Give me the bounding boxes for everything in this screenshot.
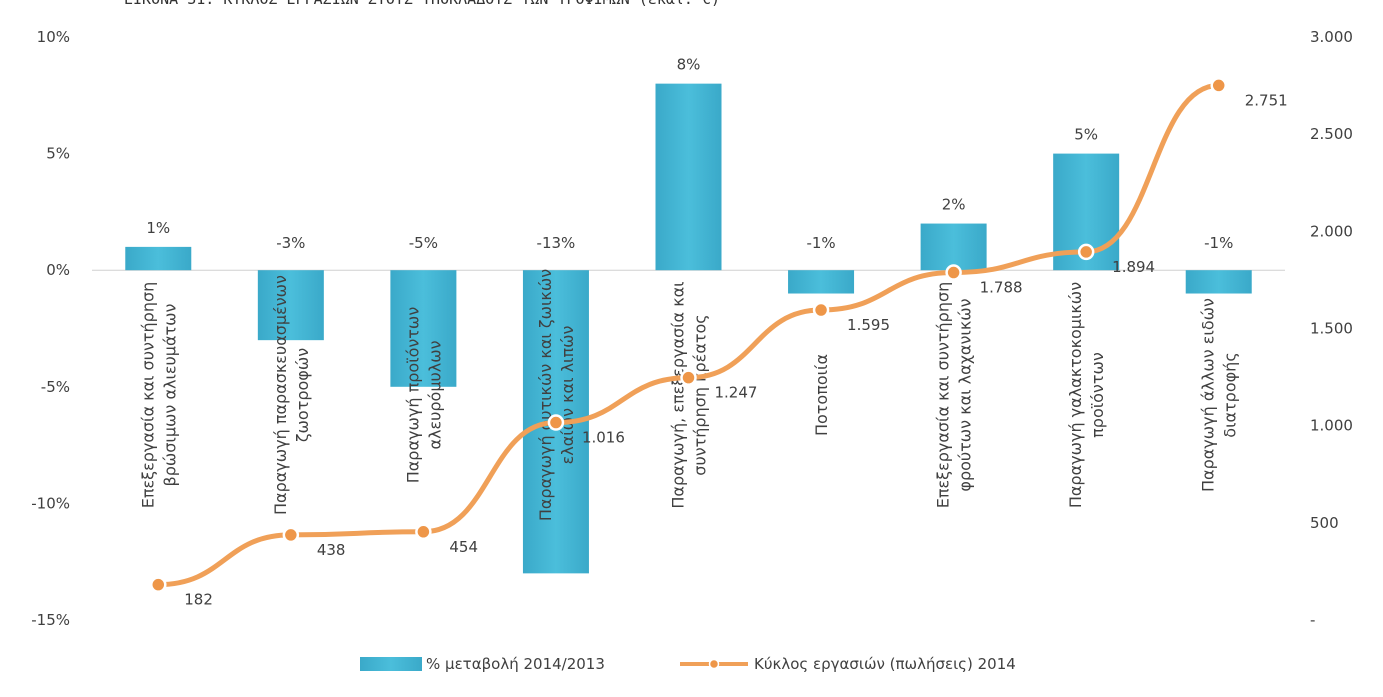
bar-data-label: -5% [409, 234, 438, 252]
line-data-label: 1.788 [980, 279, 1023, 297]
bar-data-label: 1% [146, 219, 170, 237]
category-label: Παραγωγή παρασκευασμένων ζωοτροφών [271, 275, 312, 515]
category-label: Επεξεργασία και συντήρηση βρώσιμων αλιευμ… [138, 282, 179, 508]
category-label-line: διατροφής [1221, 352, 1240, 437]
line-data-label: 1.247 [715, 384, 758, 402]
chart-title: ΕΙΚΟΝΑ 31: ΚΥΚΛΟΣ ΕΡΓΑΣΙΩΝ ΣΤΟΥΣ ΥΠΟΚΛΑΔ… [124, 0, 720, 8]
category-label-line: Παραγωγή φυτικών και ζωικών [536, 269, 555, 521]
bar-data-label: -1% [1204, 234, 1233, 252]
category-label: Παραγωγή, επεξεργασία και συντήρηση κρέατ… [669, 281, 710, 508]
line-data-label: 1.595 [847, 316, 890, 334]
line-marker [547, 414, 565, 431]
line-marker [150, 576, 167, 593]
line-data-label: 1.894 [1112, 258, 1155, 276]
bar [125, 246, 192, 271]
category-label: Παραγωγή φυτικών και ζωικών ελαίων και λι… [536, 269, 577, 521]
category-label-line: ελαίων και λιπών [558, 326, 577, 465]
bar-data-label: -1% [806, 234, 835, 252]
category-label-line: Παραγωγή, επεξεργασία και [669, 281, 688, 508]
bar-data-label: 2% [942, 196, 966, 214]
y-left-tick-label: -15% [31, 611, 70, 629]
bar [257, 270, 324, 341]
y-right-tick-label: 3.000 [1310, 28, 1353, 46]
category-label: Παραγωγή προϊόντων αλευρόμυλων [403, 307, 444, 484]
bar [655, 83, 722, 271]
y-right-tick-label: - [1310, 611, 1315, 629]
category-label-line: ζωοτροφών [293, 348, 312, 442]
category-label: Ποτοποιία [812, 354, 831, 436]
legend-bar-swatch [360, 657, 422, 671]
category-label-line: Παραγωγή γαλακτοκομικών [1066, 282, 1085, 508]
category-label-line: φρούτων και λαχανικών [956, 298, 975, 491]
category-label-line: Ποτοποιία [812, 354, 831, 436]
bar-data-label: 8% [677, 56, 701, 74]
category-label: Παραγωγή γαλακτοκομικών προϊόντων [1066, 282, 1107, 508]
line-data-label: 2.751 [1245, 91, 1288, 109]
series-line [155, 82, 1222, 588]
category-label: Επεξεργασία και συντήρηση φρούτων και λαχ… [934, 282, 975, 508]
line-marker [1210, 77, 1227, 94]
line-marker [680, 369, 697, 386]
line-marker [812, 301, 830, 319]
y-right-tick-label: 2.500 [1310, 125, 1353, 143]
line-marker [1077, 243, 1095, 261]
category-label-line: αλευρόμυλων [425, 340, 444, 449]
bar-data-label: -13% [537, 234, 576, 252]
line-data-label: 1.016 [582, 429, 625, 447]
category-label-line: Παραγωγή παρασκευασμένων [271, 275, 290, 515]
y-right-tick-label: 1.500 [1310, 320, 1353, 338]
line-marker [945, 264, 962, 281]
legend-line-marker [708, 658, 720, 670]
category-label-line: προϊόντων [1088, 352, 1107, 438]
category-label-line: Παραγωγή άλλων ειδών [1199, 298, 1218, 492]
category-label-line: συντήρηση κρέατος [691, 314, 710, 475]
legend-bar-label: % μεταβολή 2014/2013 [426, 655, 605, 673]
legend-line-label: Κύκλος εργασιών (πωλήσεις) 2014 [754, 655, 1016, 673]
y-right-tick-label: 1.000 [1310, 417, 1353, 435]
y-right-tick-label: 500 [1310, 514, 1339, 532]
category-label: Παραγωγή άλλων ειδών διατροφής [1199, 298, 1240, 492]
y-left-tick-label: 0% [46, 261, 70, 279]
category-label-line: βρώσιμων αλιευμάτων [160, 303, 179, 486]
bar [1185, 270, 1252, 294]
line-marker [282, 526, 300, 544]
bar-data-label: 5% [1074, 126, 1098, 144]
y-left-tick-label: 10% [37, 28, 70, 46]
category-label-line: Επεξεργασία και συντήρηση [934, 282, 953, 508]
line-data-label: 182 [184, 591, 213, 609]
category-label-line: Επεξεργασία και συντήρηση [138, 282, 157, 508]
y-left-tick-label: 5% [46, 145, 70, 163]
category-label-line: Παραγωγή προϊόντων [403, 307, 422, 484]
bar [390, 270, 457, 387]
line-data-label: 454 [449, 538, 478, 556]
y-left-tick-label: -5% [41, 378, 70, 396]
bar [920, 223, 987, 271]
line-marker [415, 523, 432, 541]
bar-data-label: -3% [276, 234, 305, 252]
y-right-tick-label: 2.000 [1310, 222, 1353, 240]
bar [788, 270, 855, 294]
y-left-tick-label: -10% [31, 494, 70, 512]
line-data-label: 438 [317, 541, 346, 559]
